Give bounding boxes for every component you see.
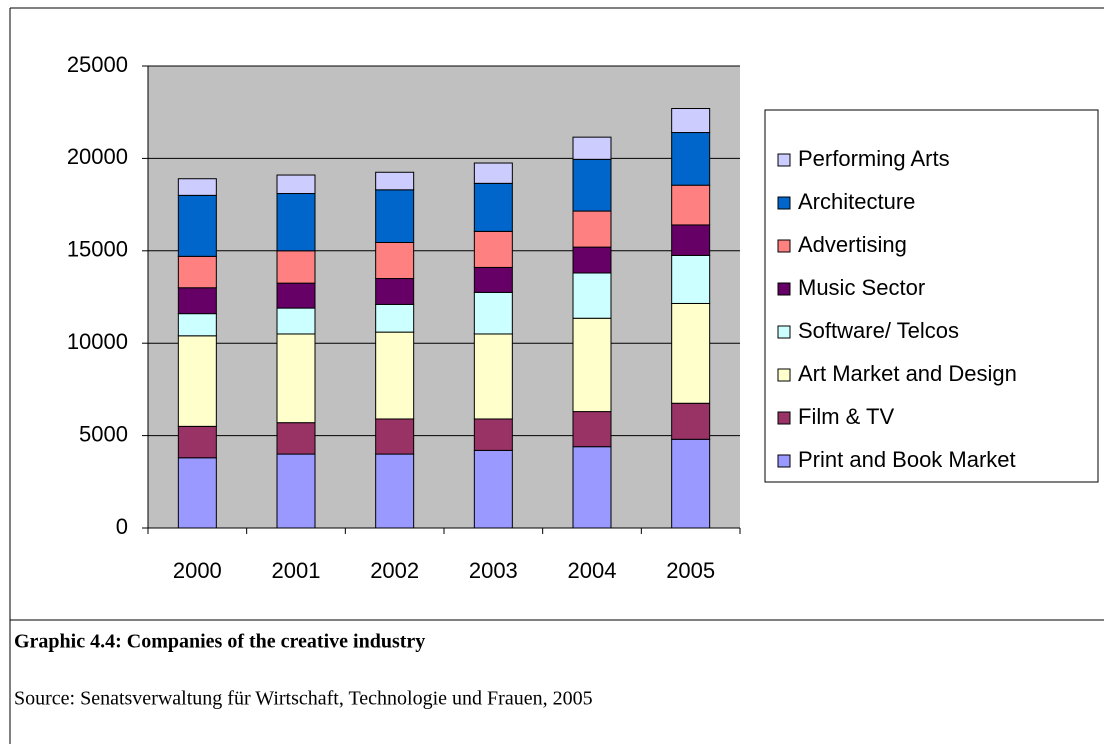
bar-segment (375, 278, 415, 305)
bar-segment (473, 418, 513, 451)
bar-segment (177, 287, 217, 315)
bar-segment (177, 425, 217, 459)
plot-area (148, 66, 740, 528)
bar-segment (177, 178, 217, 196)
x-tick-label: 2005 (666, 558, 715, 583)
bar-segment (276, 453, 316, 529)
legend-label: Film & TV (798, 404, 894, 429)
legend-swatch (777, 368, 791, 382)
bar-segment (473, 266, 513, 293)
legend-swatch (777, 282, 791, 296)
bar-segment (671, 108, 711, 134)
bar-segment (671, 254, 711, 304)
legend-label: Print and Book Market (798, 447, 1016, 472)
y-tick-label: 15000 (67, 237, 128, 262)
y-tick-label: 5000 (79, 421, 128, 446)
bar-segment (276, 422, 316, 455)
y-tick-label: 0 (116, 514, 128, 539)
chart: 0 5000 10000 15000 20000 25000 2000 2001 2002 200… (67, 52, 1099, 583)
y-tick-label: 10000 (67, 329, 128, 354)
bar-segment (572, 158, 612, 212)
bar-segment (473, 162, 513, 184)
legend-box (764, 109, 1099, 483)
legend-label: Advertising (798, 232, 907, 257)
legend-label: Software/ Telcos (798, 318, 959, 343)
x-tick-label: 2000 (173, 558, 222, 583)
bar-segment (473, 230, 513, 268)
bar-segment (473, 449, 513, 529)
y-tick-label: 25000 (67, 52, 128, 77)
source: Source: Senatsverwaltung für Wirtschaft,… (14, 688, 593, 710)
bar-segment (572, 317, 612, 413)
legend-swatch (777, 153, 791, 167)
bar-segment (671, 302, 711, 404)
legend-label: Music Sector (798, 275, 925, 300)
bar-segment (671, 438, 711, 529)
bar-segment (473, 333, 513, 420)
bar-segment (276, 174, 316, 195)
bar-segment (671, 132, 711, 186)
legend-swatch (777, 196, 791, 210)
legend-label: Art Market and Design (798, 361, 1017, 386)
legend-label: Architecture (798, 189, 915, 214)
caption: Graphic 4.4: Companies of the creative i… (14, 631, 425, 653)
legend-label: Performing Arts (798, 146, 950, 171)
bar-segment (671, 184, 711, 226)
bar-segment (276, 193, 316, 252)
bar-segment (375, 189, 415, 243)
legend-swatch (777, 454, 791, 468)
bar-segment (375, 418, 415, 455)
bar-segment (276, 307, 316, 335)
legend-swatch (777, 239, 791, 253)
bar-segment (375, 303, 415, 333)
bar-segment (572, 411, 612, 448)
bar-segment (375, 241, 415, 280)
x-tick-label: 2004 (568, 558, 617, 583)
bar-segment (375, 331, 415, 420)
bar-segment (276, 250, 316, 284)
legend-swatch (777, 411, 791, 425)
x-tick-label: 2001 (272, 558, 321, 583)
bar-segment (177, 335, 217, 427)
bar-segment (177, 194, 217, 257)
bar-segment (473, 182, 513, 232)
bar-segment (572, 136, 612, 160)
bar-segment (375, 171, 415, 191)
bar-segment (473, 291, 513, 335)
bar-segment (177, 457, 217, 529)
x-tick-label: 2003 (469, 558, 518, 583)
legend-swatch (777, 325, 791, 339)
bar-segment (572, 210, 612, 248)
bar-segment (177, 313, 217, 337)
bar-segment (177, 255, 217, 289)
bar-segment (276, 282, 316, 309)
bar-segment (671, 224, 711, 256)
bar-segment (572, 246, 612, 274)
x-tick-label: 2002 (370, 558, 419, 583)
y-tick-label: 20000 (67, 144, 128, 169)
bar-segment (572, 272, 612, 319)
bar-segment (572, 446, 612, 529)
bar-segment (276, 333, 316, 424)
bar-segment (671, 402, 711, 440)
bar-segment (375, 453, 415, 529)
